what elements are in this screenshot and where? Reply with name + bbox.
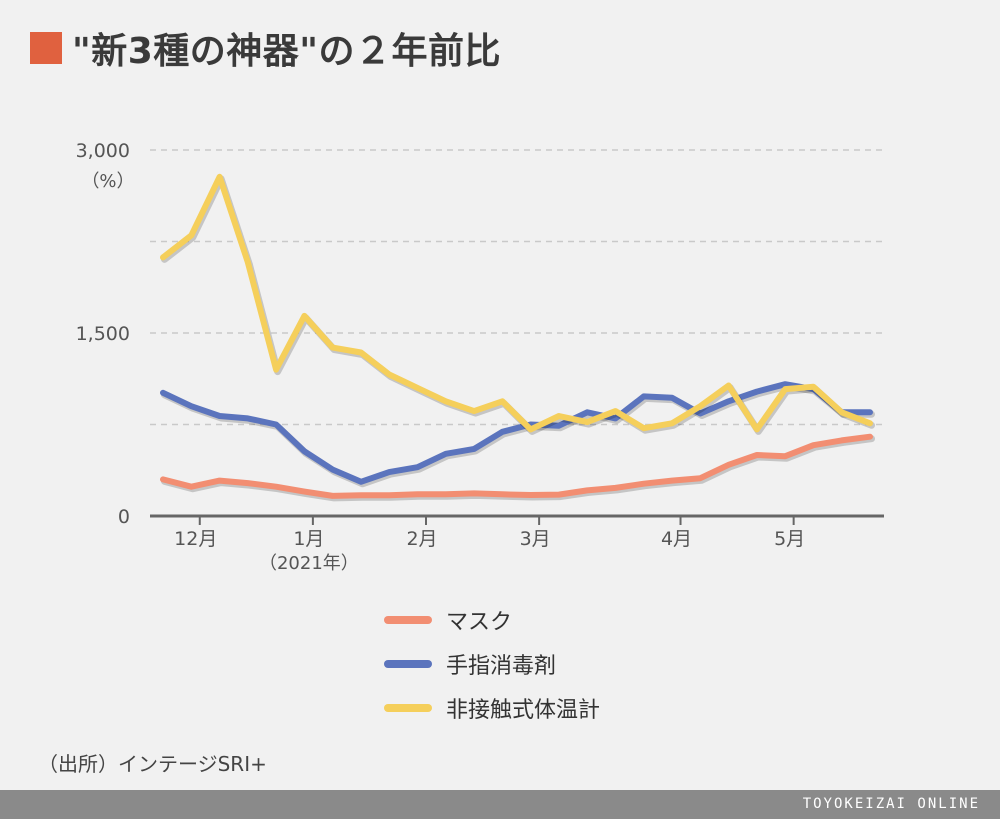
y-tick-label: 3,000 bbox=[76, 140, 130, 162]
x-tick-label: 3月 bbox=[520, 528, 551, 550]
legend-item: 非接触式体温計 bbox=[384, 686, 600, 730]
series-line-shadow bbox=[161, 382, 875, 488]
legend-swatch bbox=[384, 660, 432, 668]
legend-item: マスク bbox=[384, 598, 600, 642]
title-row: "新3種の神器"の２年前比 bbox=[30, 22, 501, 74]
line-chart: 0 1,500 3,000 （%） 12月 1月 （2021年） 2月 3月 4月 5月 bbox=[76, 140, 884, 574]
x-tick-label: 5月 bbox=[774, 528, 805, 550]
footer-bar: TOYOKEIZAI ONLINE bbox=[0, 790, 1000, 819]
legend-label: 手指消毒剤 bbox=[446, 654, 557, 679]
series-line bbox=[160, 173, 873, 433]
x-tick-sublabel: （2021年） bbox=[259, 553, 359, 574]
x-tick-label: 12月 bbox=[174, 528, 217, 550]
legend: マスク手指消毒剤非接触式体温計 bbox=[384, 598, 600, 730]
legend-item: 手指消毒剤 bbox=[384, 642, 600, 686]
series-line-shadow bbox=[161, 435, 875, 502]
series-line bbox=[160, 381, 873, 485]
y-tick-label: 0 bbox=[118, 506, 130, 528]
legend-label: マスク bbox=[446, 610, 513, 635]
series-line bbox=[160, 433, 873, 499]
footer-brand: TOYOKEIZAI ONLINE bbox=[802, 796, 980, 812]
legend-label: 非接触式体温計 bbox=[446, 698, 601, 723]
y-unit-label: （%） bbox=[81, 171, 134, 192]
x-tick-label: 4月 bbox=[661, 528, 692, 550]
legend-swatch bbox=[384, 616, 432, 624]
chart-title: "新3種の神器"の２年前比 bbox=[72, 31, 502, 72]
y-tick-label: 1,500 bbox=[76, 323, 130, 345]
source-note: （出所）インテージSRI+ bbox=[38, 752, 267, 776]
title-marker bbox=[30, 32, 62, 64]
x-tick-label: 1月 bbox=[293, 528, 324, 550]
legend-swatch bbox=[384, 704, 432, 712]
x-tick-label: 2月 bbox=[406, 528, 437, 550]
